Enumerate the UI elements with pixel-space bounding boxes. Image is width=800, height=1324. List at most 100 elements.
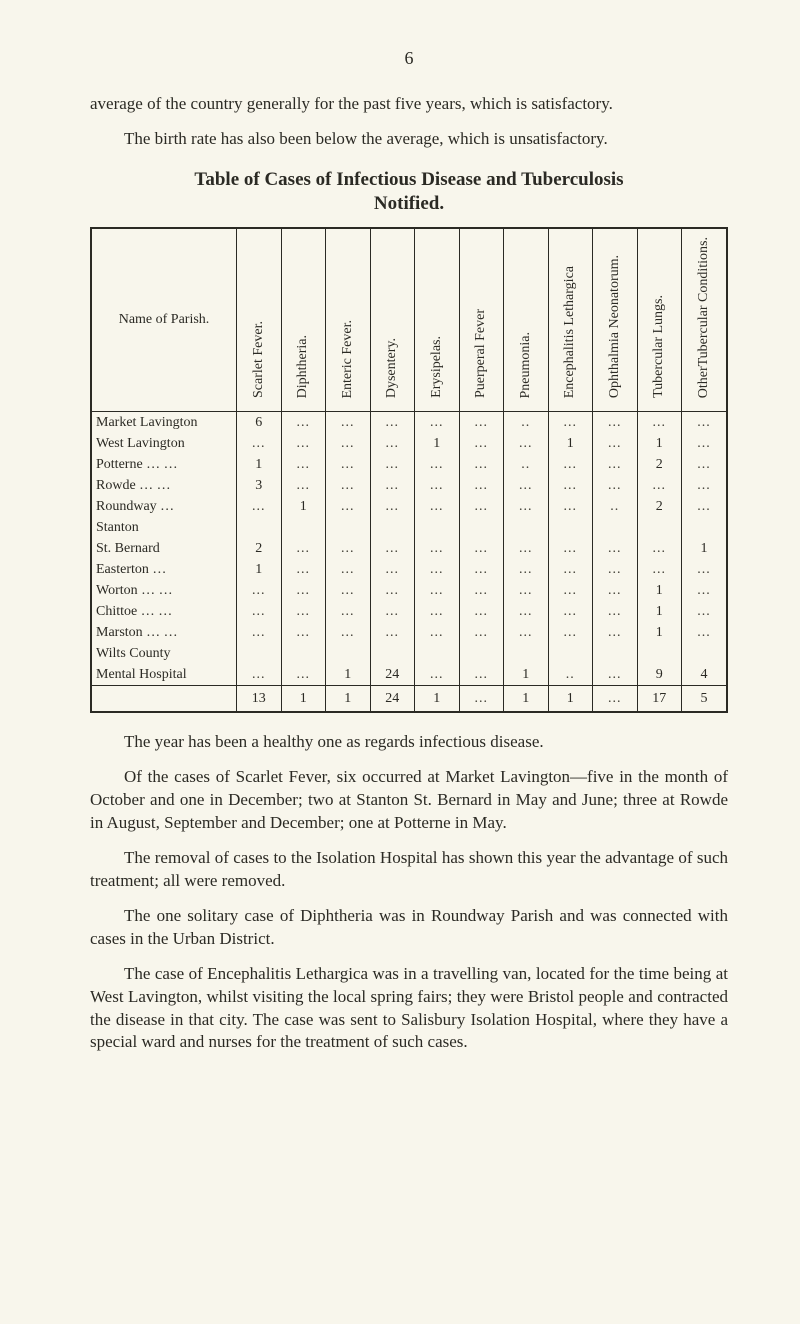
data-cell: ..: [504, 412, 549, 434]
data-cell: ...: [237, 496, 282, 517]
table-subtitle: Notified.: [90, 193, 728, 215]
col-header: Pneumonia.: [504, 228, 549, 412]
table-row: Marston … …...........................1.…: [91, 622, 727, 643]
data-cell: ...: [682, 475, 728, 496]
data-cell: [593, 643, 638, 664]
data-cell: [415, 517, 460, 538]
table-title: Table of Cases of Infectious Disease and…: [90, 169, 728, 191]
data-cell: 9: [637, 664, 682, 686]
data-cell: 1: [237, 559, 282, 580]
col-header-label: Puerperal Fever: [473, 303, 489, 404]
data-cell: ...: [370, 433, 415, 454]
data-cell: ...: [415, 475, 460, 496]
table-row: Wilts County: [91, 643, 727, 664]
data-cell: ...: [237, 580, 282, 601]
data-cell: ...: [593, 601, 638, 622]
col-header: Diphtheria.: [281, 228, 326, 412]
data-cell: ...: [548, 412, 593, 434]
col-header-label: Erysipelas.: [429, 330, 445, 404]
data-cell: ...: [637, 475, 682, 496]
table-row: Worton … …...........................1..…: [91, 580, 727, 601]
table-body: Market Lavington6.......................…: [91, 412, 727, 713]
data-cell: ...: [637, 412, 682, 434]
col-header-label: Pneumonia.: [518, 326, 534, 405]
data-cell: [682, 517, 728, 538]
col-header-label: Dysentery.: [384, 332, 400, 404]
data-cell: [370, 643, 415, 664]
data-cell: 1: [504, 664, 549, 686]
data-cell: [459, 643, 504, 664]
data-cell: ...: [548, 601, 593, 622]
data-cell: ...: [548, 475, 593, 496]
data-cell: ...: [682, 412, 728, 434]
data-cell: ...: [459, 412, 504, 434]
parish-cell: Wilts County: [91, 643, 237, 664]
data-cell: ...: [415, 601, 460, 622]
data-cell: 1: [637, 433, 682, 454]
data-cell: ...: [682, 559, 728, 580]
data-cell: ...: [415, 559, 460, 580]
data-cell: 6: [237, 412, 282, 434]
col-header: Tubercular Lungs.: [637, 228, 682, 412]
col-header-label: Ophthalmia Neonatorum.: [607, 249, 623, 404]
data-cell: ...: [637, 538, 682, 559]
data-cell: 2: [637, 454, 682, 475]
data-cell: [682, 643, 728, 664]
table-row: Chittoe … …...........................1.…: [91, 601, 727, 622]
data-cell: ...: [237, 622, 282, 643]
data-cell: ...: [459, 454, 504, 475]
data-cell: ...: [281, 664, 326, 686]
data-cell: ...: [459, 664, 504, 686]
totals-cell: 1: [504, 686, 549, 713]
col-header-label: Encephalitis Lethargica: [562, 260, 578, 404]
data-cell: [637, 517, 682, 538]
totals-cell: 17: [637, 686, 682, 713]
parish-cell: Mental Hospital: [91, 664, 237, 686]
col-parish: Name of Parish.: [91, 228, 237, 412]
data-cell: 1: [281, 496, 326, 517]
table-row: West Lavington............1......1...1..…: [91, 433, 727, 454]
data-cell: ...: [281, 412, 326, 434]
data-cell: ...: [415, 664, 460, 686]
data-cell: [548, 517, 593, 538]
table-header-row: Name of Parish. Scarlet Fever.Diphtheria…: [91, 228, 727, 412]
data-cell: ...: [682, 622, 728, 643]
data-cell: ...: [415, 454, 460, 475]
data-cell: [370, 517, 415, 538]
data-cell: ...: [459, 601, 504, 622]
data-cell: ...: [637, 559, 682, 580]
data-cell: ...: [415, 538, 460, 559]
data-cell: ...: [370, 601, 415, 622]
table-row: Rowde … …3..............................: [91, 475, 727, 496]
data-cell: ..: [504, 454, 549, 475]
data-cell: ...: [504, 601, 549, 622]
table-row: St. Bernard2...........................1: [91, 538, 727, 559]
data-cell: ...: [548, 496, 593, 517]
parish-cell: Stanton: [91, 517, 237, 538]
table-row: Potterne … …1.......................2...: [91, 454, 727, 475]
data-cell: ...: [237, 433, 282, 454]
intro-para-2: The birth rate has also been below the a…: [90, 128, 728, 151]
data-cell: ...: [459, 496, 504, 517]
data-cell: ...: [593, 580, 638, 601]
data-cell: [237, 643, 282, 664]
totals-label-cell: [91, 686, 237, 713]
data-cell: ...: [459, 559, 504, 580]
data-cell: 2: [637, 496, 682, 517]
data-cell: ...: [548, 559, 593, 580]
data-cell: ...: [415, 580, 460, 601]
data-cell: [459, 517, 504, 538]
data-cell: ...: [237, 664, 282, 686]
data-cell: 3: [237, 475, 282, 496]
data-cell: ...: [370, 496, 415, 517]
data-cell: 1: [637, 622, 682, 643]
totals-cell: 1: [548, 686, 593, 713]
table-row: Roundway …...1....................2...: [91, 496, 727, 517]
data-cell: ...: [459, 538, 504, 559]
data-cell: ...: [548, 580, 593, 601]
data-cell: ...: [593, 664, 638, 686]
totals-cell: ...: [593, 686, 638, 713]
table-row: Easterton …1............................…: [91, 559, 727, 580]
para-b-3: The removal of cases to the Isolation Ho…: [90, 847, 728, 893]
col-header: Ophthalmia Neonatorum.: [593, 228, 638, 412]
